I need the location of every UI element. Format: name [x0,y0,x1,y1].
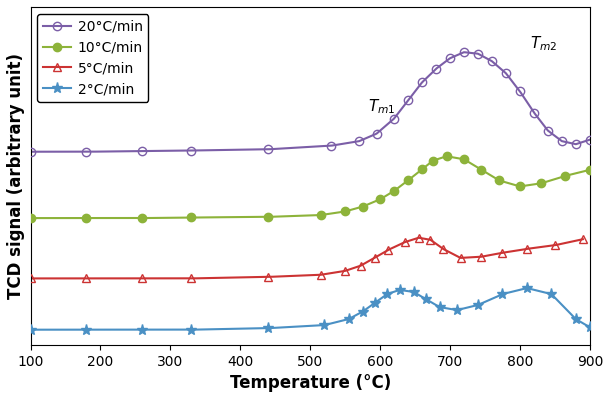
Y-axis label: TCD signal (arbitrary unit): TCD signal (arbitrary unit) [7,53,25,299]
Legend: 20°C/min, 10°C/min, 5°C/min, 2°C/min: 20°C/min, 10°C/min, 5°C/min, 2°C/min [37,14,148,102]
Text: $T_{m1}$: $T_{m1}$ [368,97,396,116]
Text: $T_{m2}$: $T_{m2}$ [531,35,558,53]
X-axis label: Temperature (°C): Temperature (°C) [229,374,391,392]
